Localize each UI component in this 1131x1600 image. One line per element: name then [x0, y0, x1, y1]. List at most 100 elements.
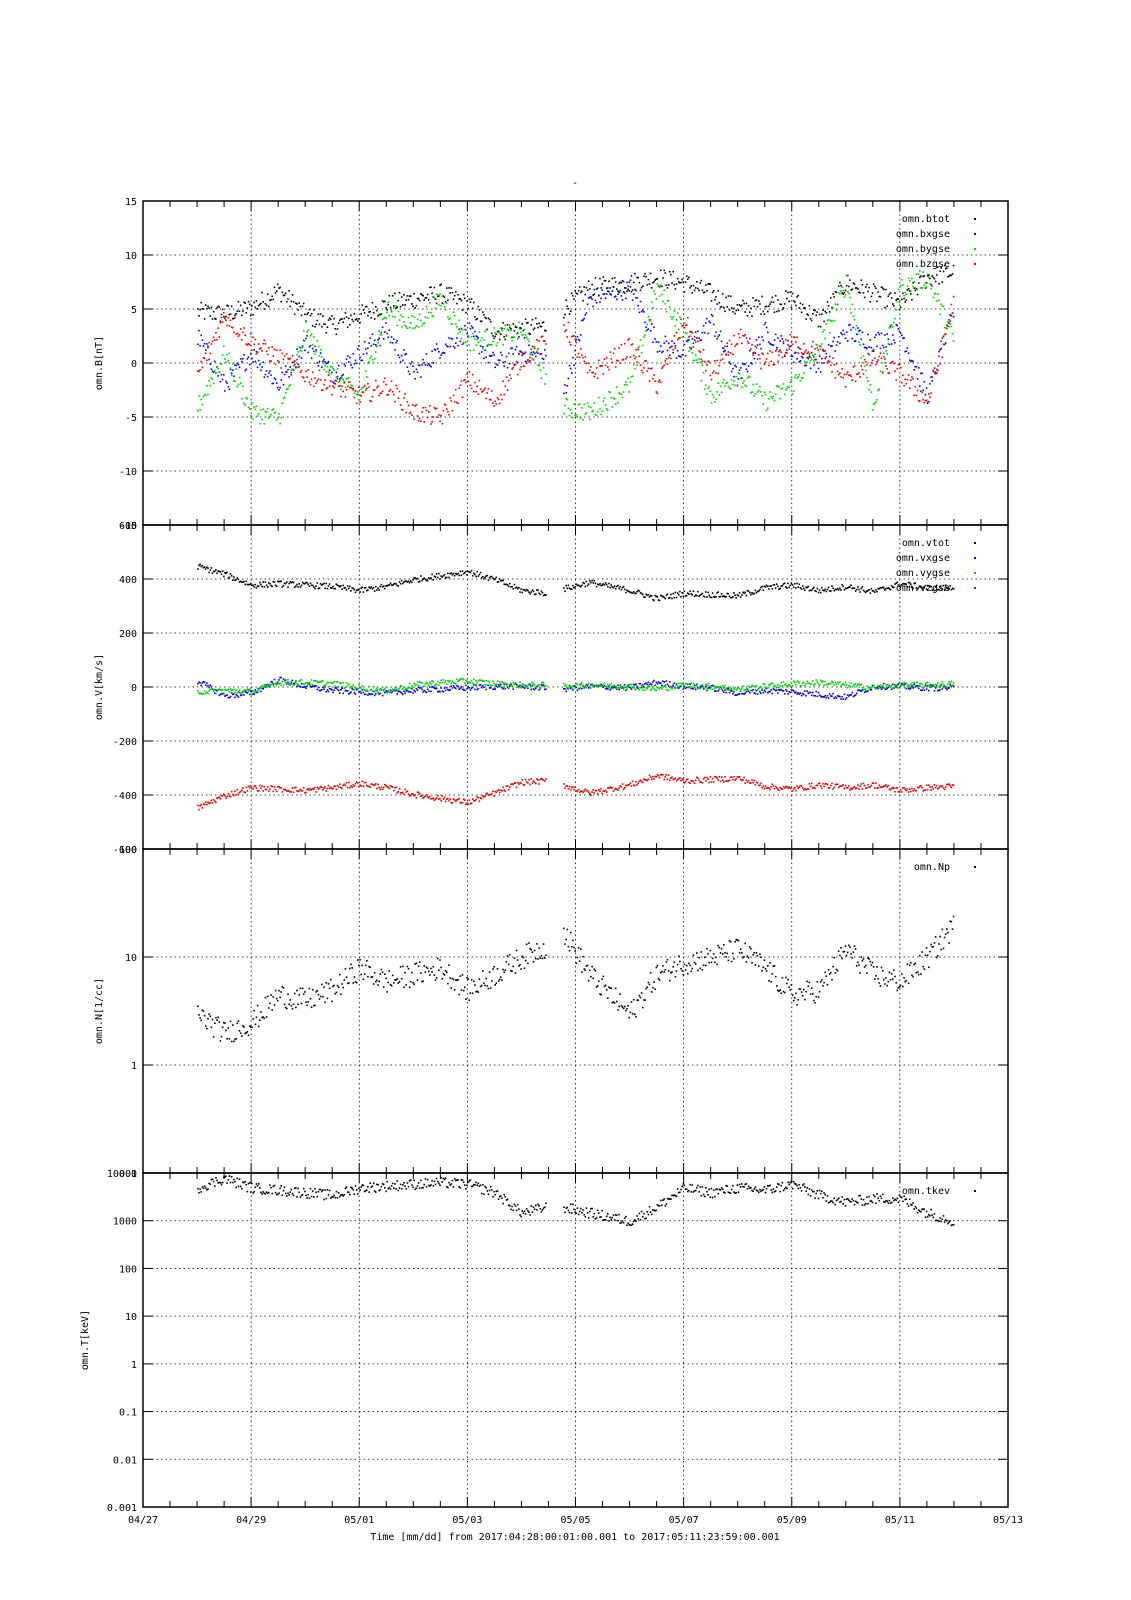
data-point	[878, 686, 881, 689]
data-point	[868, 388, 870, 391]
data-point	[387, 393, 389, 396]
data-point	[197, 370, 199, 372]
data-point	[512, 366, 514, 369]
data-point	[770, 395, 772, 398]
data-point	[759, 303, 761, 305]
data-point	[577, 687, 580, 690]
data-point	[473, 678, 475, 681]
data-point	[241, 692, 243, 694]
data-point	[760, 586, 762, 589]
y-tick-label: -5	[125, 413, 137, 424]
data-point	[323, 688, 325, 691]
data-point	[890, 684, 893, 687]
data-point	[700, 684, 703, 687]
data-point	[483, 578, 485, 580]
data-point	[769, 350, 771, 352]
data-point	[289, 384, 291, 386]
data-point	[933, 689, 936, 692]
data-point	[884, 687, 886, 690]
data-point	[250, 785, 252, 787]
data-point	[377, 587, 379, 590]
data-point	[685, 686, 688, 689]
data-point	[645, 330, 647, 332]
data-point	[313, 685, 315, 687]
data-point	[934, 373, 937, 375]
data-point	[604, 364, 607, 367]
data-point	[585, 683, 588, 686]
data-point	[880, 688, 883, 691]
data-point	[288, 790, 290, 792]
data-point	[373, 694, 376, 697]
data-point	[247, 785, 250, 788]
data-point	[373, 691, 376, 693]
data-point	[769, 342, 771, 345]
data-point	[239, 694, 242, 697]
data-point	[287, 368, 289, 371]
data-point	[785, 351, 787, 354]
data-point	[904, 301, 906, 303]
data-point	[816, 344, 819, 346]
data-point	[199, 308, 201, 311]
data-point	[678, 328, 680, 331]
data-point	[417, 686, 420, 689]
data-point	[919, 276, 921, 279]
data-point	[842, 585, 844, 588]
data-point	[200, 360, 202, 363]
data-point	[299, 679, 302, 682]
data-point	[301, 346, 304, 349]
data-point	[430, 365, 432, 368]
data-point	[573, 364, 575, 367]
data-point	[545, 373, 547, 375]
data-point	[202, 308, 205, 310]
data-point	[498, 359, 501, 362]
data-point	[473, 335, 475, 338]
data-point	[491, 354, 493, 357]
data-point	[395, 689, 397, 692]
data-point	[412, 327, 414, 330]
data-point	[629, 591, 632, 594]
data-point	[859, 376, 861, 378]
data-point	[409, 580, 412, 582]
data-point	[399, 684, 402, 687]
data-point	[836, 681, 839, 684]
data-point	[366, 305, 368, 308]
data-point	[316, 582, 319, 584]
data-point	[628, 391, 630, 393]
data-point	[380, 334, 383, 336]
data-point	[287, 681, 289, 684]
data-point	[867, 352, 869, 355]
data-point	[739, 328, 742, 331]
data-point	[765, 326, 768, 329]
data-point	[693, 595, 696, 598]
data-point	[237, 335, 240, 337]
data-point	[865, 688, 867, 690]
data-point	[318, 360, 321, 363]
data-point	[806, 680, 808, 683]
data-point	[884, 589, 886, 591]
data-point	[689, 683, 691, 685]
data-point	[476, 570, 478, 573]
data-point	[786, 349, 788, 351]
data-point	[680, 685, 682, 687]
data-point	[470, 298, 473, 300]
data-point	[354, 359, 357, 362]
data-point	[442, 409, 445, 412]
data-point	[903, 297, 905, 300]
data-point	[651, 688, 653, 690]
data-point	[763, 391, 766, 394]
data-point	[691, 686, 694, 689]
data-point	[439, 293, 441, 295]
data-point	[928, 393, 930, 395]
data-point	[655, 341, 658, 343]
data-point	[220, 373, 223, 376]
data-point	[881, 586, 884, 588]
data-point	[264, 343, 267, 345]
data-point	[264, 410, 267, 412]
data-point	[833, 319, 835, 322]
data-point	[813, 356, 815, 358]
data-point	[903, 337, 905, 339]
data-point	[578, 286, 581, 288]
data-point	[235, 364, 237, 367]
data-point	[350, 590, 352, 592]
data-point	[857, 689, 859, 692]
